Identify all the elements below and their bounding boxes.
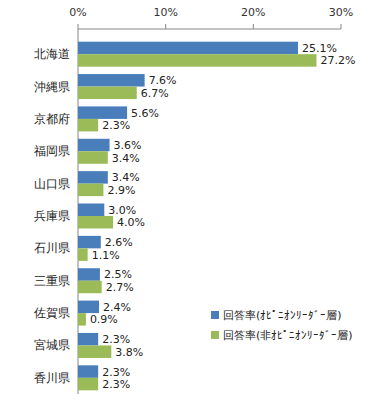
bar xyxy=(78,151,108,164)
bar xyxy=(78,313,86,326)
legend-box xyxy=(207,302,365,350)
data-label: 2.9% xyxy=(107,184,135,197)
data-label: 3.4% xyxy=(112,152,140,165)
bar xyxy=(78,54,316,67)
data-label: 2.3% xyxy=(102,119,130,132)
data-label: 0.9% xyxy=(90,313,118,326)
data-label: 3.8% xyxy=(115,346,143,359)
data-label: 2.6% xyxy=(105,236,133,249)
tick-label: 20% xyxy=(241,6,265,19)
bar xyxy=(78,333,98,346)
tick-label: 30% xyxy=(329,6,353,19)
legend-label: 回答率(非ｵﾋﾟﾆｵﾝﾘｰﾀﾞｰ層) xyxy=(223,329,353,342)
bar xyxy=(78,281,102,294)
tick-mark xyxy=(165,24,166,29)
bar xyxy=(78,184,103,197)
data-label: 25.1% xyxy=(302,42,337,55)
bar xyxy=(78,74,145,87)
data-label: 1.1% xyxy=(92,249,120,262)
legend: 回答率(ｵﾋﾟﾆｵﾝﾘｰﾀﾞｰ層) 回答率(非ｵﾋﾟﾆｵﾝﾘｰﾀﾞｰ層) xyxy=(207,302,365,350)
data-label: 2.3% xyxy=(102,333,130,346)
bar xyxy=(78,345,111,358)
category-label: 兵庫県 xyxy=(34,209,70,223)
bar xyxy=(78,42,298,55)
legend-swatch xyxy=(211,331,219,339)
bar xyxy=(78,216,113,229)
x-axis-line xyxy=(78,29,341,30)
category-label: 福岡県 xyxy=(34,144,70,158)
category-label: 京都府 xyxy=(34,112,70,126)
data-label: 3.0% xyxy=(108,204,136,217)
tick-mark xyxy=(78,24,79,29)
data-label: 2.3% xyxy=(102,378,130,391)
tick-label: 0% xyxy=(69,6,86,19)
bar xyxy=(78,87,137,100)
tick-label: 10% xyxy=(153,6,177,19)
legend-swatch xyxy=(211,311,219,319)
category-label: 佐賀県 xyxy=(34,306,70,320)
bar xyxy=(78,248,88,261)
category-label: 三重県 xyxy=(34,274,70,288)
category-label: 石川県 xyxy=(34,241,70,255)
data-label: 4.0% xyxy=(117,216,145,229)
bar xyxy=(78,171,108,184)
tick-mark xyxy=(341,24,342,29)
data-label: 2.4% xyxy=(103,301,131,314)
data-label: 6.7% xyxy=(141,87,169,100)
tick-mark xyxy=(253,24,254,29)
category-label: 山口県 xyxy=(34,177,70,191)
category-label: 香川県 xyxy=(34,371,70,385)
bar xyxy=(78,204,104,217)
bar xyxy=(78,268,100,281)
chart: 0% 10% 20% 30% 北海道沖縄県京都府福岡県山口県兵庫県石川県三重県佐賀県宮城… xyxy=(0,0,371,400)
category-label: 北海道 xyxy=(34,47,70,61)
data-label: 7.6% xyxy=(149,74,177,87)
data-label: 5.6% xyxy=(131,107,159,120)
bar xyxy=(78,301,99,314)
data-label: 2.5% xyxy=(104,268,132,281)
category-label: 沖縄県 xyxy=(34,80,70,94)
data-label: 3.6% xyxy=(114,139,142,152)
data-label: 2.3% xyxy=(102,366,130,379)
bar xyxy=(78,365,98,378)
bar xyxy=(78,139,110,152)
bar xyxy=(78,236,101,249)
data-label: 27.2% xyxy=(320,54,355,67)
bar xyxy=(78,119,98,132)
legend-label: 回答率(ｵﾋﾟﾆｵﾝﾘｰﾀﾞｰ層) xyxy=(223,309,342,322)
data-label: 2.7% xyxy=(106,281,134,294)
data-label: 3.4% xyxy=(112,171,140,184)
category-label: 宮城県 xyxy=(34,338,70,352)
bar xyxy=(78,378,98,391)
bar xyxy=(78,106,127,119)
